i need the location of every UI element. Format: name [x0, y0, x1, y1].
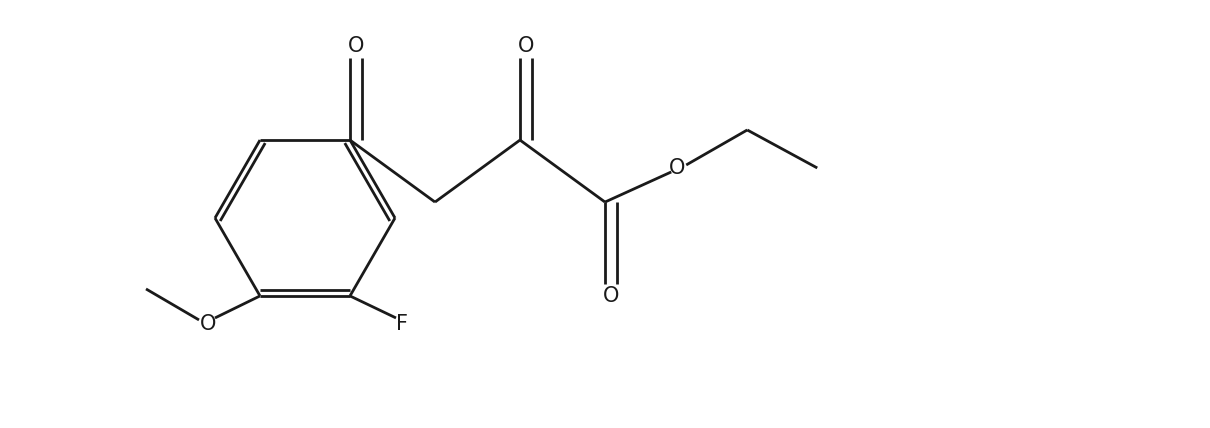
Text: O: O: [603, 286, 620, 306]
Text: O: O: [200, 314, 217, 334]
Text: F: F: [396, 314, 408, 334]
Text: O: O: [669, 158, 685, 178]
Text: O: O: [518, 36, 534, 56]
Text: O: O: [347, 36, 364, 56]
